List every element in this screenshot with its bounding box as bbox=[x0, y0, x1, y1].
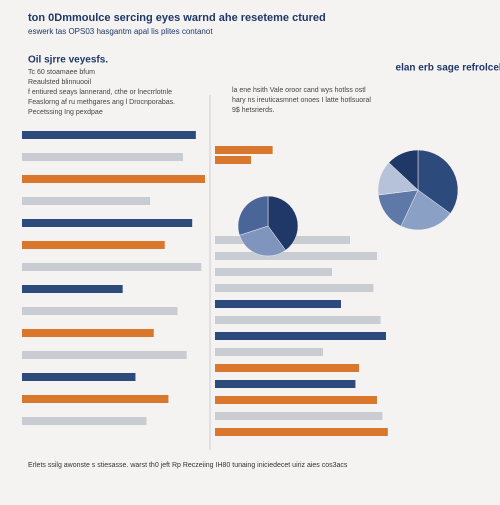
pie-slice bbox=[239, 225, 286, 257]
bar bbox=[22, 373, 136, 381]
bar bbox=[22, 395, 169, 403]
bar bbox=[22, 153, 184, 161]
note: 9$ hetsrierds. bbox=[232, 107, 274, 114]
bar bbox=[215, 412, 383, 420]
title: ton 0Dmmoulce sercing eyes warnd ahe res… bbox=[28, 12, 326, 24]
bar bbox=[215, 316, 381, 324]
footer: Erlets ssilg awonste s stiesasse. warst … bbox=[28, 462, 348, 469]
bar bbox=[215, 284, 374, 292]
note: Feaslorng af ru methgares ang l Drocnpor… bbox=[28, 99, 175, 106]
bar bbox=[22, 263, 202, 271]
bar bbox=[215, 348, 323, 356]
pie-slice bbox=[417, 149, 459, 214]
pie-slice bbox=[267, 195, 299, 251]
bar bbox=[22, 175, 205, 183]
section-title: Oil sjrre veyesfs. bbox=[28, 55, 108, 66]
note: hary ns ireuticasmnet onoes I latte hotl… bbox=[232, 97, 371, 104]
bar bbox=[22, 351, 187, 359]
note: Pecetssing Ing pexdpae bbox=[28, 109, 103, 116]
note: f entiured seays lannerand, cthe or lnec… bbox=[28, 89, 172, 96]
bar bbox=[215, 428, 388, 436]
bar bbox=[22, 241, 165, 249]
bar bbox=[22, 197, 151, 205]
bar bbox=[22, 307, 178, 315]
bar bbox=[22, 417, 147, 425]
bar bbox=[215, 146, 273, 154]
bar bbox=[215, 252, 377, 260]
bar bbox=[22, 219, 193, 227]
bar bbox=[215, 300, 341, 308]
pie-slice bbox=[388, 149, 419, 191]
subtitle: eswerk tas OPS03 hasgantm apal lis plite… bbox=[28, 27, 213, 36]
bar bbox=[215, 364, 359, 372]
note: Tc 60 stoamaee bfum bbox=[28, 69, 95, 76]
section-title: elan erb sage refrolcel. bbox=[396, 63, 500, 74]
pie-slice bbox=[237, 195, 269, 236]
bar bbox=[215, 396, 377, 404]
note: la ene hsith Vale oroor cand wys hotlss … bbox=[232, 87, 366, 94]
bar bbox=[215, 380, 356, 388]
bar bbox=[22, 131, 196, 139]
bar bbox=[215, 156, 251, 164]
bar bbox=[215, 268, 332, 276]
bar bbox=[22, 285, 123, 293]
bar bbox=[215, 332, 386, 340]
bar bbox=[22, 329, 154, 337]
note: Reaulsted blinnuooil bbox=[28, 79, 91, 86]
